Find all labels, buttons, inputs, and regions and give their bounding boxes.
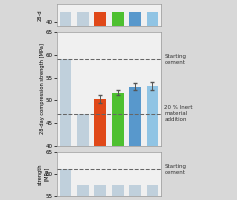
Bar <box>77 114 89 146</box>
Text: Starting
cement: Starting cement <box>164 54 186 65</box>
Bar <box>60 169 72 196</box>
Bar <box>112 12 124 26</box>
Bar <box>94 12 106 26</box>
Y-axis label: 28-day compression strength [MPa]: 28-day compression strength [MPa] <box>41 43 46 134</box>
Bar <box>146 185 158 196</box>
Y-axis label: 28-d: 28-d <box>38 9 43 21</box>
Bar <box>112 93 124 146</box>
Bar <box>146 12 158 26</box>
Bar <box>77 185 89 196</box>
Bar <box>60 59 72 146</box>
Bar <box>129 87 141 146</box>
Bar <box>94 185 106 196</box>
Bar <box>112 185 124 196</box>
Bar <box>129 12 141 26</box>
Bar <box>77 12 89 26</box>
Text: Starting
cement: Starting cement <box>164 164 186 175</box>
Text: 20 % Inert
material
addition: 20 % Inert material addition <box>164 105 193 122</box>
Bar <box>146 86 158 146</box>
Y-axis label: strength
[MPa]: strength [MPa] <box>37 163 48 185</box>
Bar <box>60 12 72 26</box>
Bar <box>129 185 141 196</box>
Bar <box>94 99 106 146</box>
